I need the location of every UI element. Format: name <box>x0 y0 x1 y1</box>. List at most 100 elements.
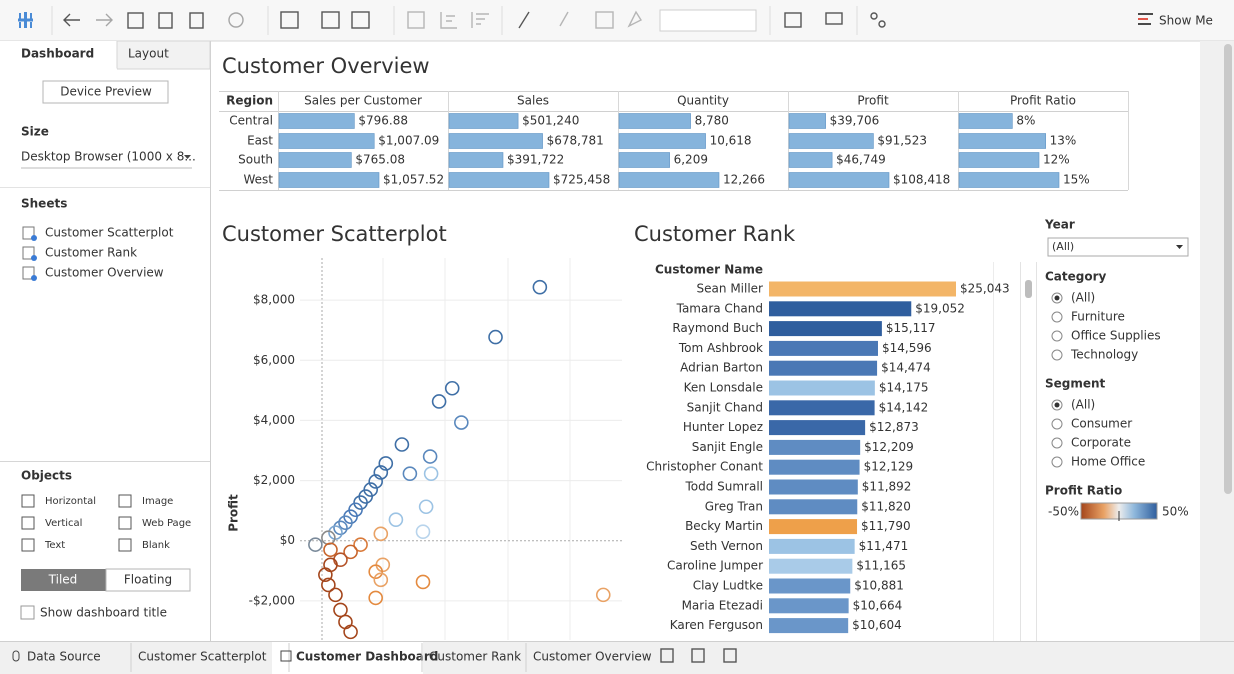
tiled-label[interactable]: Tiled <box>48 573 78 587</box>
radio-label[interactable]: Consumer <box>1071 417 1132 431</box>
share[interactable] <box>870 12 878 20</box>
scatter-point[interactable] <box>321 577 336 593</box>
rank-bar[interactable] <box>769 301 912 317</box>
radio[interactable] <box>1051 418 1063 430</box>
radio[interactable] <box>1051 437 1063 449</box>
radio[interactable] <box>1051 330 1063 342</box>
duplicate[interactable] <box>321 11 340 29</box>
scatter-point[interactable] <box>353 495 368 510</box>
sheet-tab[interactable]: Customer Rank <box>429 650 521 664</box>
radio-label[interactable]: Furniture <box>1071 310 1125 324</box>
rank-bar[interactable] <box>769 281 956 297</box>
clear[interactable] <box>351 11 370 29</box>
scatter-point[interactable] <box>343 544 358 560</box>
scatter-point[interactable] <box>378 456 394 471</box>
scatter-point[interactable] <box>488 329 503 345</box>
scatter-point[interactable] <box>318 567 333 583</box>
scatter-point[interactable] <box>333 520 348 536</box>
redo[interactable] <box>96 13 113 27</box>
object-name[interactable]: Image <box>142 496 173 507</box>
sheet-tab[interactable]: Customer Scatterplot <box>138 650 267 664</box>
radio-label[interactable]: (All) <box>1071 291 1095 305</box>
object-name[interactable]: Vertical <box>45 518 82 529</box>
new-sheet[interactable] <box>280 11 299 29</box>
year-value[interactable]: (All) <box>1052 240 1074 253</box>
show-title-checkbox[interactable] <box>20 605 35 620</box>
fit-dropdown[interactable] <box>659 9 757 32</box>
rank-bar[interactable] <box>769 598 849 614</box>
rank-bar[interactable] <box>769 479 858 495</box>
scatter-point[interactable] <box>415 574 431 590</box>
scatter-point[interactable] <box>418 499 434 515</box>
rank-bar[interactable] <box>769 519 858 535</box>
scatter-point[interactable] <box>343 624 358 640</box>
scatter-point[interactable] <box>532 279 548 295</box>
scatter-point[interactable] <box>431 394 447 409</box>
device-preview-label[interactable]: Device Preview <box>60 85 152 99</box>
scatter-point[interactable] <box>328 587 343 603</box>
save[interactable] <box>127 12 144 29</box>
scatter-point[interactable] <box>454 415 469 430</box>
rank-bar[interactable] <box>769 578 851 594</box>
presentation[interactable] <box>825 12 843 25</box>
rank-bar[interactable] <box>769 380 875 396</box>
share[interactable] <box>878 20 886 28</box>
scatter-point[interactable] <box>402 466 418 481</box>
object-name[interactable]: Web Page <box>142 518 191 529</box>
floating-button[interactable] <box>105 568 191 592</box>
rank-bar[interactable] <box>769 340 878 356</box>
scatter-point[interactable] <box>415 524 431 540</box>
new-datasource[interactable] <box>158 12 173 29</box>
object-name[interactable]: Text <box>44 540 65 551</box>
scatter-point[interactable] <box>423 466 439 481</box>
scatter-point[interactable] <box>373 572 389 588</box>
rank-bar[interactable] <box>769 459 860 475</box>
rank-bar[interactable] <box>769 499 858 515</box>
rank-bar[interactable] <box>769 400 875 416</box>
scatter-point[interactable] <box>368 564 383 580</box>
year-dropdown[interactable] <box>1047 237 1189 257</box>
show-title-label[interactable]: Show dashboard title <box>40 606 167 620</box>
scatter-point[interactable] <box>444 380 460 396</box>
undo[interactable] <box>63 13 80 27</box>
scatter-point[interactable] <box>333 602 348 618</box>
pause[interactable] <box>189 12 204 29</box>
radio-label[interactable]: Corporate <box>1071 436 1131 450</box>
object-name[interactable]: Horizontal <box>45 496 96 507</box>
scatter-point[interactable] <box>368 474 383 489</box>
layout-tab[interactable]: Layout <box>128 47 169 61</box>
rank-scroll-thumb[interactable] <box>1025 280 1032 298</box>
device-preview-button[interactable] <box>42 80 169 104</box>
size-dropdown[interactable]: Desktop Browser (1000 x 8... <box>21 150 196 164</box>
radio-label[interactable]: Technology <box>1070 348 1138 362</box>
scatter-point[interactable] <box>394 437 410 452</box>
scatter-point[interactable] <box>373 465 389 480</box>
sheet-name[interactable]: Customer Overview <box>45 266 164 280</box>
floating-label[interactable]: Floating <box>124 573 172 587</box>
scroll-thumb[interactable] <box>1224 44 1232 494</box>
scatter-point[interactable] <box>595 587 611 603</box>
highlight[interactable] <box>518 11 530 29</box>
scatter-point[interactable] <box>373 526 389 542</box>
show-cards[interactable] <box>784 12 802 28</box>
radio[interactable] <box>1051 311 1063 323</box>
rank-bar[interactable] <box>769 538 855 554</box>
scatter-point[interactable] <box>338 515 353 530</box>
rank-bar[interactable] <box>769 420 866 436</box>
scatter-point[interactable] <box>323 557 338 573</box>
show-me-button[interactable]: Show Me <box>1159 14 1213 28</box>
sheet-name[interactable]: Customer Rank <box>45 246 137 260</box>
scatter-point[interactable] <box>353 537 368 552</box>
radio-label[interactable]: Office Supplies <box>1071 329 1161 343</box>
rank-bar[interactable] <box>769 321 882 337</box>
rank-bar[interactable] <box>769 618 849 634</box>
scatter-point[interactable] <box>338 614 353 630</box>
scatter-point[interactable] <box>333 552 348 567</box>
tiled-button[interactable] <box>21 569 106 591</box>
scatter-point[interactable] <box>388 512 404 527</box>
scatter-point[interactable] <box>308 537 323 552</box>
sheet-tab[interactable]: Customer Dashboard <box>296 650 438 664</box>
layout-tab-bg[interactable] <box>116 40 211 70</box>
dashboard-tab[interactable]: Dashboard <box>21 47 94 61</box>
scatter-point[interactable] <box>368 590 383 606</box>
